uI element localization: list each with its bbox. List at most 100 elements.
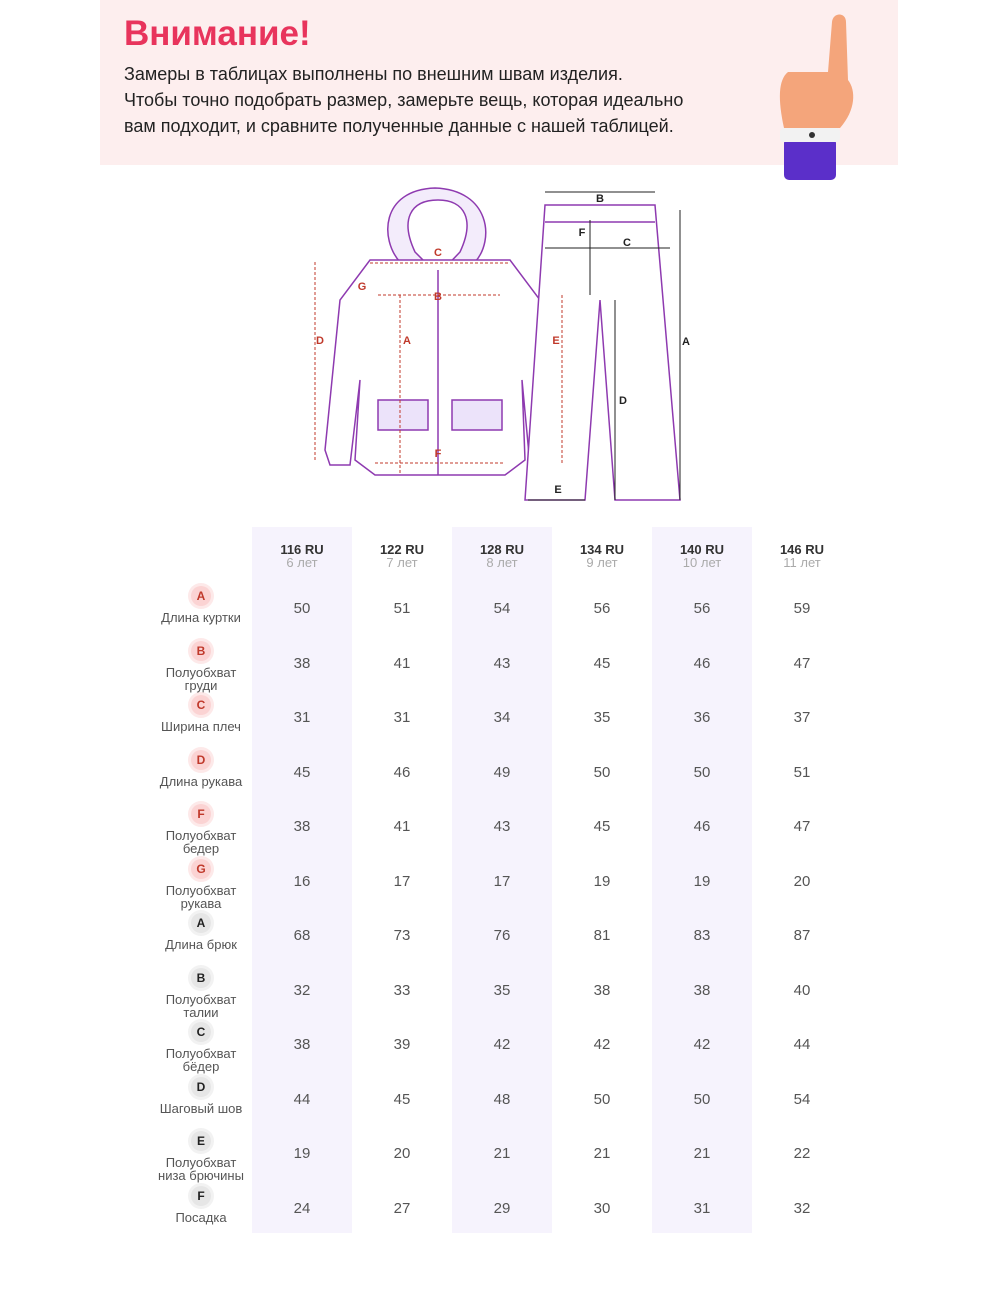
cell-value: 49 — [493, 763, 511, 781]
age-header: 8 лет — [486, 555, 518, 570]
diagram-label: C — [434, 247, 442, 259]
cell-value: 40 — [793, 981, 811, 999]
row-letter: C — [191, 1022, 211, 1042]
cell-value: 35 — [593, 709, 611, 726]
row-label: Длина рукава — [159, 773, 243, 789]
cell-value: 68 — [293, 927, 311, 944]
cell-value: 87 — [793, 927, 811, 944]
cell-value: 21 — [593, 1145, 611, 1162]
cell-value: 24 — [293, 1199, 311, 1217]
cell-value: 19 — [593, 872, 611, 890]
cell-value: 42 — [493, 1036, 511, 1053]
cell-value: 42 — [693, 1036, 711, 1053]
cell-value: 31 — [693, 1199, 711, 1217]
column-shade — [652, 527, 752, 1233]
row-label: Полуобхват талии — [165, 991, 237, 1020]
cell-value: 21 — [693, 1145, 711, 1162]
cell-value: 44 — [293, 1090, 311, 1108]
row-letter: C — [191, 695, 211, 715]
cell-value: 76 — [493, 927, 511, 944]
cell-value: 46 — [393, 763, 411, 781]
cell-value: 50 — [593, 763, 611, 781]
cell-value: 27 — [393, 1199, 411, 1217]
cell-value: 43 — [493, 818, 511, 835]
cell-value: 17 — [493, 872, 511, 890]
row-letter: B — [191, 967, 211, 988]
row-letter: F — [191, 804, 211, 824]
diagram-label: F — [435, 448, 442, 460]
row-label: Посадка — [175, 1209, 227, 1225]
notice-line: Чтобы точно подобрать размер, замерьте в… — [124, 90, 684, 110]
size-header: 140 RU — [679, 542, 725, 557]
size-header: 116 RU — [280, 542, 324, 557]
diagram: C G B D A E F B F C A D E — [314, 187, 690, 501]
cell-value: 22 — [793, 1145, 811, 1162]
cell-value: 54 — [493, 600, 511, 617]
cell-value: 31 — [393, 709, 411, 726]
row-label: Полуобхват груди — [165, 664, 237, 693]
cell-value: 46 — [693, 654, 711, 672]
age-header: 6 лет — [286, 555, 318, 570]
cell-value: 47 — [793, 654, 811, 672]
row-letter: D — [191, 749, 211, 770]
diagram-label: D — [619, 395, 627, 407]
diagram-label: E — [552, 335, 559, 347]
row-letter: G — [191, 858, 211, 879]
cell-value: 38 — [293, 818, 311, 835]
cell-value: 45 — [293, 763, 311, 781]
row-label: Длина брюк — [165, 937, 237, 952]
cell-value: 73 — [393, 927, 411, 944]
cell-value: 83 — [693, 927, 711, 944]
cell-value: 48 — [493, 1090, 511, 1108]
diagram-label: G — [358, 281, 367, 293]
diagram-label: D — [316, 335, 324, 347]
cell-value: 33 — [393, 981, 411, 999]
diagram-label: A — [682, 336, 690, 348]
row-letter: A — [191, 913, 211, 933]
diagram-label: E — [554, 484, 561, 496]
row-label: Шаговый шов — [159, 1100, 243, 1116]
age-header: 10 лет — [682, 555, 722, 570]
cell-value: 51 — [793, 763, 811, 781]
row-label: Длина куртки — [161, 610, 241, 625]
notice-line: вам подходит, и сравните полученные данн… — [124, 116, 674, 136]
size-header: 146 RU — [779, 542, 825, 557]
cell-value: 16 — [293, 872, 311, 890]
column-shade — [452, 527, 552, 1233]
cell-value: 81 — [593, 927, 611, 944]
cell-value: 56 — [593, 600, 611, 617]
row-label: Ширина плеч — [161, 719, 241, 734]
cell-value: 59 — [793, 600, 811, 617]
cell-value: 21 — [493, 1145, 511, 1162]
row-label: Полуобхват бедер — [165, 828, 237, 856]
size-header: 122 RU — [379, 542, 425, 557]
cell-value: 44 — [793, 1036, 811, 1053]
cell-value: 17 — [393, 872, 411, 890]
diagram-label: C — [623, 237, 631, 249]
cell-value: 35 — [493, 981, 511, 999]
cell-value: 30 — [593, 1199, 611, 1217]
cell-value: 45 — [593, 818, 611, 835]
cell-value: 38 — [293, 654, 311, 672]
diagram-label: B — [596, 193, 604, 205]
cell-value: 37 — [793, 709, 811, 726]
age-header: 9 лет — [586, 555, 618, 570]
hand-icon — [779, 14, 854, 180]
cell-value: 20 — [793, 872, 811, 890]
cell-value: 50 — [593, 1090, 611, 1108]
cell-value: 45 — [593, 654, 611, 672]
cell-value: 47 — [793, 818, 811, 835]
cell-value: 50 — [693, 763, 711, 781]
cell-value: 34 — [493, 709, 511, 726]
cell-value: 45 — [393, 1090, 411, 1108]
cell-value: 19 — [293, 1145, 311, 1162]
cell-value: 19 — [693, 872, 711, 890]
cell-value: 43 — [493, 654, 511, 672]
cell-value: 32 — [293, 981, 311, 999]
row-label: Полуобхват рукава — [165, 882, 237, 911]
row-letter: F — [191, 1185, 211, 1206]
cell-value: 38 — [593, 981, 611, 999]
cell-value: 51 — [393, 600, 411, 617]
cell-value: 20 — [393, 1145, 411, 1162]
